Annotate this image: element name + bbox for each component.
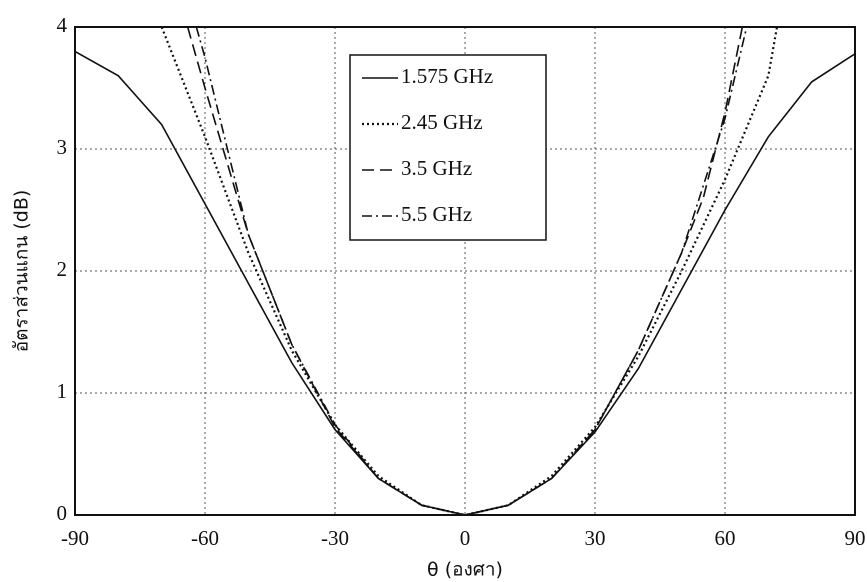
- x-tick-label: 0: [460, 526, 471, 550]
- lines: [75, 27, 855, 515]
- legend-box: [349, 54, 547, 241]
- x-tick-label: 60: [715, 526, 736, 550]
- legend-label: 3.5 GHz: [401, 156, 472, 180]
- plot-frame: [74, 26, 856, 516]
- y-tick-label: 4: [57, 13, 68, 37]
- x-tick-label: -30: [321, 526, 349, 550]
- legend-label: 5.5 GHz: [401, 202, 472, 226]
- y-axis-label: อัตราส่วนแกน (dB): [11, 190, 33, 353]
- series-line: [195, 27, 748, 515]
- x-tick-label: 90: [845, 526, 866, 550]
- x-tick-label: -60: [191, 526, 219, 550]
- y-tick-label: 1: [57, 379, 68, 403]
- y-tick-label: 0: [57, 501, 68, 525]
- legend-label: 2.45 GHz: [401, 110, 483, 134]
- x-tick-label: -90: [61, 526, 89, 550]
- series-line: [75, 50, 855, 515]
- y-tick-label: 3: [57, 135, 68, 159]
- legend-label: 1.575 GHz: [401, 64, 493, 88]
- legend: 1.575 GHz 2.45 GHz 3.5 GHz 5.5 GHz: [349, 54, 547, 241]
- x-tick-label: 30: [585, 526, 606, 550]
- y-tick-label: 2: [57, 257, 68, 281]
- x-axis-label: θ (องศา): [427, 559, 503, 581]
